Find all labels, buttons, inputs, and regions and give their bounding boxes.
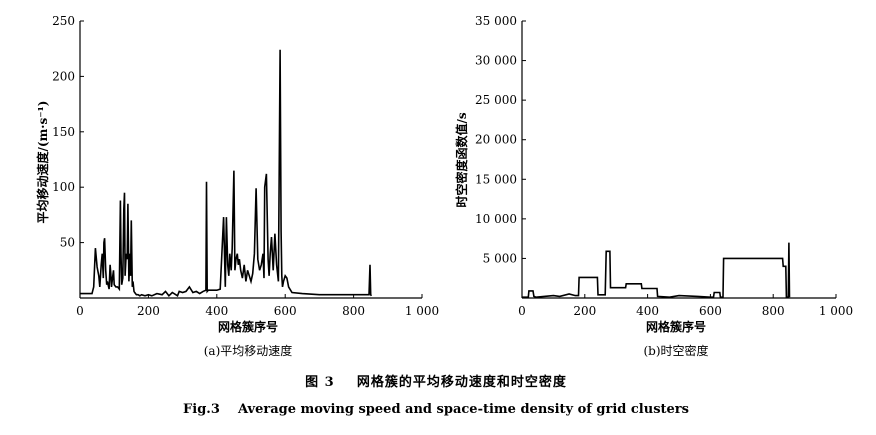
- chart-b-series-line: [522, 242, 791, 299]
- chart-a-xtick-label: 0: [76, 304, 84, 318]
- chart-b-xlabel: 网格簇序号: [646, 319, 706, 334]
- figure-caption-cn: 图 3 网格簇的平均移动速度和时空密度: [305, 374, 567, 390]
- chart-b-ytick-label: 35 000: [475, 14, 517, 28]
- chart-a-ytick-label: 250: [52, 14, 75, 28]
- chart-b-subtitle: (b)时空密度: [643, 343, 708, 358]
- chart-a-series: [80, 49, 373, 298]
- chart-b-xtick-label: 0: [518, 304, 526, 318]
- chart-b-ticks: 5 000 10 000 15 000 20 000 25 000 30 000 35 00…: [475, 14, 853, 318]
- chart-a-ytick-label: 150: [52, 125, 75, 139]
- chart-b-axes: [521, 21, 836, 299]
- chart-b-ytick-label: 30 000: [475, 54, 517, 68]
- chart-a-ytick-label: 100: [52, 180, 75, 194]
- chart-b-xtick-label: 400: [636, 304, 659, 318]
- chart-a-xtick-label: 600: [274, 304, 297, 318]
- chart-a-xtick-label: 400: [205, 304, 228, 318]
- chart-a-xtick-label: 1 000: [405, 304, 439, 318]
- chart-a-xtick-label: 800: [342, 304, 365, 318]
- chart-a-xlabel: 网格簇序号: [218, 319, 278, 334]
- chart-b-ytick-label: 15 000: [475, 172, 517, 186]
- chart-a-ticks: 50 100 150 200 250 0 200 400 600 800 1 000: [52, 14, 439, 318]
- chart-b-xtick-label: 1 000: [819, 304, 853, 318]
- chart-a-axes: [79, 21, 422, 299]
- chart-a-subtitle: (a)平均移动速度: [204, 343, 293, 358]
- chart-a-ytick-label: 50: [60, 236, 75, 250]
- chart-b-ytick-label: 5 000: [483, 251, 517, 265]
- chart-a-ytick-label: 200: [52, 69, 75, 83]
- chart-b-series: [522, 242, 791, 299]
- chart-b-xtick-label: 800: [762, 304, 785, 318]
- chart-b-ylabel: 时空密度函数值/s: [454, 112, 469, 207]
- chart-b-ytick-label: 20 000: [475, 133, 517, 147]
- chart-b-xtick-label: 600: [699, 304, 722, 318]
- chart-b-ytick-label: 10 000: [475, 212, 517, 226]
- chart-a-ylabel: 平均移动速度/(m·s⁻¹): [35, 101, 50, 224]
- chart-a-series-line: [80, 49, 373, 298]
- chart-a-average-speed: 50 100 150 200 250 0 200 400 600 800 1 000 网格簇序号 平…: [35, 14, 439, 358]
- chart-b-ytick-label: 25 000: [475, 93, 517, 107]
- chart-b-xtick-label: 200: [573, 304, 596, 318]
- chart-b-space-time-density: 5 000 10 000 15 000 20 000 25 000 30 000 35 00…: [454, 14, 853, 358]
- chart-a-xtick-label: 200: [137, 304, 160, 318]
- figure-caption-en: Fig.3 Average moving speed and space-tim…: [183, 402, 689, 417]
